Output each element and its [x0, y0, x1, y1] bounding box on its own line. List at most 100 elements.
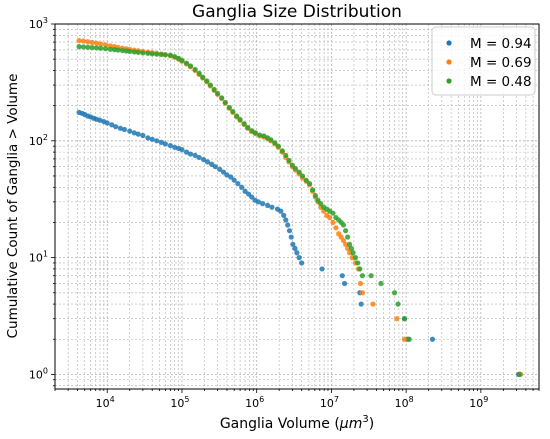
- data-point: [242, 188, 248, 194]
- data-point: [76, 38, 82, 44]
- data-point: [265, 202, 271, 208]
- x-tick-label: 106: [245, 395, 264, 410]
- data-point: [149, 136, 155, 142]
- data-point: [330, 219, 336, 226]
- data-point: [196, 70, 202, 76]
- data-point: [119, 47, 126, 54]
- data-point: [89, 45, 95, 51]
- data-point: [183, 149, 190, 155]
- legend-box: [431, 26, 536, 96]
- x-tick-label: 109: [469, 395, 488, 410]
- legend-label: M = 0.69: [470, 55, 532, 71]
- data-point: [346, 241, 353, 247]
- y-tick-label: 102: [29, 133, 48, 148]
- series-group: [76, 109, 522, 378]
- data-point: [145, 135, 151, 141]
- data-point: [309, 187, 316, 193]
- data-point: [355, 260, 361, 266]
- data-point: [401, 336, 408, 342]
- data-point: [212, 164, 218, 170]
- x-tick-label: 108: [395, 395, 414, 410]
- data-point: [109, 122, 115, 128]
- data-point: [406, 336, 412, 342]
- data-point: [359, 273, 366, 279]
- data-point: [299, 173, 306, 179]
- data-point: [318, 201, 324, 207]
- data-point: [167, 142, 173, 149]
- data-point: [76, 44, 82, 50]
- data-point: [395, 301, 401, 307]
- legend-label: M = 0.94: [470, 36, 532, 52]
- data-point: [211, 86, 217, 93]
- data-point: [357, 280, 364, 287]
- data-point: [241, 121, 247, 127]
- data-point: [299, 260, 305, 266]
- data-point: [294, 250, 300, 256]
- data-point: [98, 45, 104, 51]
- data-point: [140, 50, 146, 56]
- data-point: [209, 161, 215, 167]
- data-point: [117, 125, 123, 131]
- data-point: [281, 212, 287, 218]
- data-point: [348, 245, 354, 251]
- data-point: [85, 44, 91, 50]
- data-point: [179, 57, 185, 63]
- x-axis-ticks: 104 105 106 107 108 109: [54, 389, 540, 410]
- data-point: [183, 60, 190, 66]
- series-group: [76, 44, 523, 378]
- data-point: [292, 245, 298, 251]
- data-point: [283, 217, 289, 223]
- data-point: [187, 63, 194, 69]
- data-point: [89, 39, 95, 46]
- y-axis-ticks: 100 101 102 103: [29, 16, 55, 387]
- data-point: [303, 177, 309, 183]
- data-point: [131, 49, 137, 55]
- data-point: [107, 46, 113, 52]
- data-point: [235, 181, 241, 187]
- data-point: [131, 130, 137, 136]
- data-point: [286, 228, 293, 234]
- data-point: [292, 165, 299, 172]
- data-point: [113, 124, 119, 130]
- data-point: [127, 128, 133, 134]
- data-point: [158, 139, 164, 145]
- data-point: [245, 124, 251, 131]
- y-tick-label: 100: [29, 366, 48, 381]
- data-point: [104, 120, 110, 126]
- data-point: [370, 301, 376, 307]
- y-tick-label: 103: [29, 16, 48, 31]
- data-point: [115, 47, 121, 53]
- data-point: [220, 169, 227, 175]
- data-point: [228, 174, 234, 180]
- data-point: [231, 177, 237, 183]
- data-point: [272, 140, 278, 146]
- legend-marker: [446, 59, 452, 65]
- data-point: [352, 255, 359, 261]
- data-point: [339, 273, 345, 279]
- data-point: [368, 273, 374, 279]
- data-point: [135, 49, 141, 55]
- data-point: [359, 290, 366, 296]
- data-point: [283, 152, 289, 158]
- data-point: [217, 166, 223, 172]
- data-point: [222, 99, 228, 106]
- data-point: [85, 39, 91, 45]
- data-point: [312, 192, 318, 199]
- y-axis-label: Cumulative Count of Ganglia > Volume: [5, 74, 21, 339]
- x-axis-label: Ganglia Volume (μm3): [220, 414, 374, 432]
- chart-title: Ganglia Size Distribution: [192, 2, 402, 22]
- data-point: [196, 154, 202, 161]
- data-point: [257, 132, 263, 138]
- data-point: [260, 201, 266, 207]
- data-points: [76, 38, 524, 378]
- data-point: [192, 66, 198, 73]
- data-point: [145, 50, 151, 56]
- data-point: [343, 228, 349, 234]
- data-point: [135, 131, 141, 137]
- data-point: [149, 51, 155, 57]
- data-point: [289, 162, 295, 168]
- y-tick-label: 101: [29, 250, 48, 265]
- data-point: [391, 290, 398, 296]
- data-point: [226, 104, 232, 111]
